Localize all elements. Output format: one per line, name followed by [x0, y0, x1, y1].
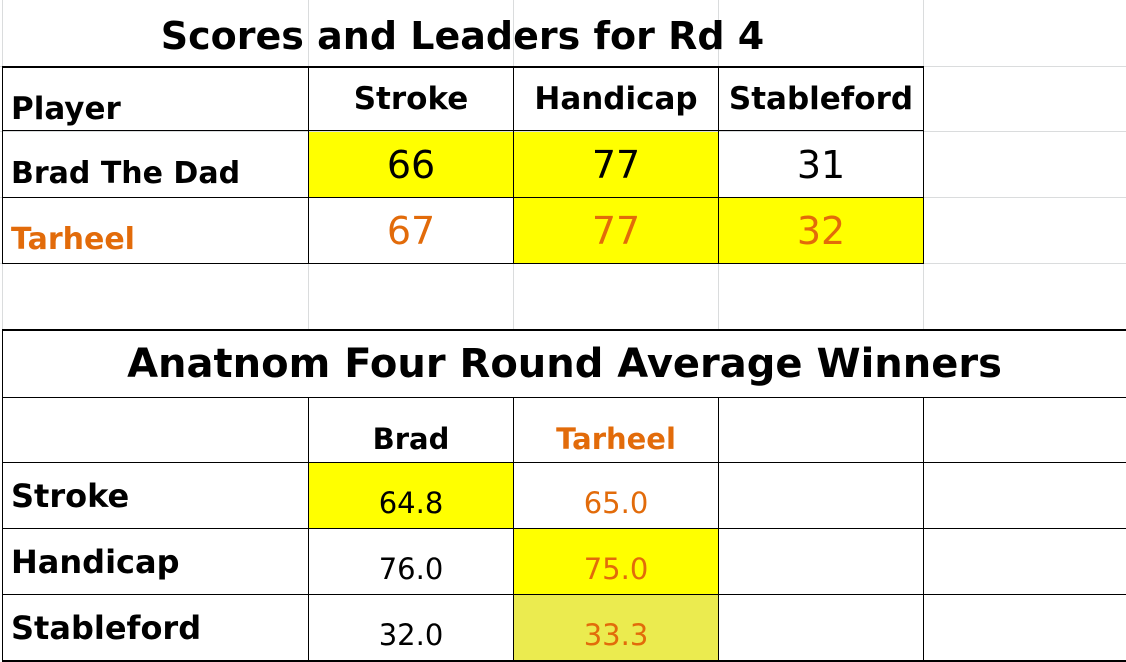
tarheel-handicap-score[interactable]: 77: [514, 198, 718, 263]
brad-handicap-average[interactable]: 76.0: [378, 552, 444, 586]
header-handicap[interactable]: Handicap: [534, 81, 698, 117]
header-stroke[interactable]: Stroke: [353, 81, 469, 117]
tarheel-stroke-score[interactable]: 67: [386, 208, 436, 253]
row-label-handicap[interactable]: Handicap: [11, 542, 180, 581]
tarheel-handicap-average[interactable]: 75.0: [514, 529, 718, 594]
brad-stableford-average[interactable]: 32.0: [378, 618, 444, 652]
round-table-border: [513, 66, 514, 264]
tarheel-stableford-average[interactable]: 33.3: [514, 595, 718, 660]
round-table-border: [2, 197, 924, 198]
average-table-border: [2, 528, 1126, 529]
average-table-border: [923, 397, 924, 662]
average-table-border: [2, 660, 1126, 662]
average-table-title: Anatnom Four Round Average Winners: [127, 341, 1002, 387]
average-table-border: [718, 397, 719, 662]
brad-stroke-score[interactable]: 66: [309, 132, 513, 197]
tarheel-stroke-average[interactable]: 65.0: [583, 486, 649, 520]
average-table-border: [2, 594, 1126, 595]
round-table-border: [923, 66, 924, 264]
empty-cell[interactable]: [719, 398, 923, 462]
average-table-border: [2, 397, 1126, 398]
round-table-border: [2, 66, 924, 68]
average-table-border: [513, 397, 514, 662]
row-label-stableford[interactable]: Stableford: [11, 608, 202, 647]
column-header-tarheel[interactable]: Tarheel: [556, 422, 676, 456]
row-label-stroke[interactable]: Stroke: [11, 476, 130, 515]
round-table-border: [718, 66, 719, 264]
empty-cell[interactable]: [924, 398, 1126, 462]
brad-handicap-score[interactable]: 77: [514, 132, 718, 197]
player-name-brad[interactable]: Brad The Dad: [11, 156, 241, 191]
player-name-tarheel[interactable]: Tarheel: [11, 222, 135, 257]
brad-stableford-score[interactable]: 31: [796, 142, 846, 187]
tarheel-stableford-score[interactable]: 32: [719, 198, 923, 263]
round-table-border: [2, 130, 924, 131]
round-table-title: Scores and Leaders for Rd 4: [160, 14, 765, 58]
average-table-border: [2, 329, 3, 662]
average-table-border: [2, 462, 1126, 463]
header-player[interactable]: Player: [11, 91, 121, 127]
column-header-brad[interactable]: Brad: [372, 422, 450, 456]
average-table-border: [2, 329, 1126, 331]
brad-stroke-average[interactable]: 64.8: [309, 463, 513, 528]
round-table-border: [308, 66, 309, 264]
header-stableford[interactable]: Stableford: [728, 81, 914, 117]
round-table-border: [2, 263, 924, 264]
average-table-border: [308, 397, 309, 662]
grid-horizontal-2: [0, 131, 1126, 132]
round-table-border: [2, 66, 3, 264]
